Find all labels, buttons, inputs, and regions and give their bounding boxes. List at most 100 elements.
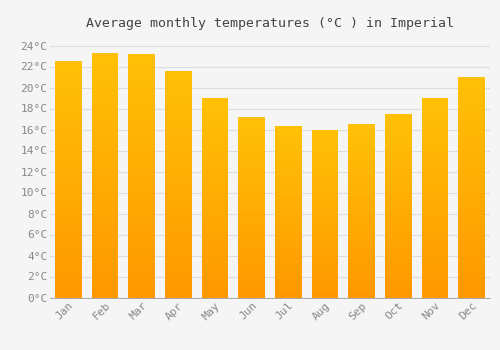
Bar — [275, 294, 301, 296]
Bar — [422, 134, 448, 136]
Bar — [385, 288, 411, 290]
Bar — [92, 112, 118, 114]
Bar — [55, 189, 82, 191]
Bar — [348, 218, 375, 219]
Bar — [165, 288, 192, 291]
Bar — [92, 295, 118, 298]
Bar — [202, 208, 228, 210]
Bar — [92, 177, 118, 180]
Bar — [312, 264, 338, 266]
Bar — [422, 178, 448, 180]
Bar — [128, 249, 155, 251]
Bar — [312, 244, 338, 245]
Bar — [385, 167, 411, 169]
Bar — [385, 196, 411, 198]
Bar — [312, 235, 338, 237]
Bar — [385, 182, 411, 183]
Bar — [165, 214, 192, 216]
Bar — [275, 296, 301, 298]
Bar — [275, 144, 301, 145]
Bar — [312, 202, 338, 203]
Bar — [458, 123, 485, 126]
Bar — [165, 82, 192, 84]
Bar — [422, 106, 448, 108]
Bar — [422, 252, 448, 254]
Bar — [422, 222, 448, 224]
Bar — [128, 132, 155, 134]
Bar — [312, 170, 338, 172]
Bar — [275, 268, 301, 270]
Bar — [92, 68, 118, 70]
Bar — [55, 165, 82, 168]
Bar — [275, 140, 301, 142]
Bar — [275, 181, 301, 183]
Bar — [202, 122, 228, 124]
Bar — [92, 190, 118, 192]
Bar — [312, 286, 338, 287]
Bar — [55, 158, 82, 160]
Bar — [422, 148, 448, 150]
Bar — [312, 182, 338, 183]
Bar — [92, 139, 118, 141]
Bar — [165, 261, 192, 264]
Bar — [348, 192, 375, 194]
Bar — [458, 267, 485, 269]
Bar — [385, 230, 411, 231]
Bar — [422, 258, 448, 260]
Bar — [385, 186, 411, 187]
Bar — [238, 285, 265, 287]
Bar — [312, 291, 338, 293]
Bar — [348, 180, 375, 181]
Bar — [238, 232, 265, 234]
Bar — [312, 140, 338, 141]
Bar — [128, 95, 155, 98]
Bar — [385, 125, 411, 127]
Bar — [128, 112, 155, 115]
Bar — [312, 153, 338, 155]
Bar — [165, 166, 192, 168]
Bar — [458, 247, 485, 249]
Bar — [202, 212, 228, 214]
Bar — [55, 255, 82, 257]
Bar — [92, 241, 118, 244]
Bar — [348, 169, 375, 171]
Bar — [348, 148, 375, 150]
Bar — [55, 243, 82, 246]
Bar — [128, 295, 155, 298]
Bar — [348, 162, 375, 164]
Bar — [165, 207, 192, 209]
Bar — [202, 124, 228, 126]
Bar — [55, 76, 82, 78]
Bar — [458, 117, 485, 119]
Bar — [55, 182, 82, 184]
Bar — [458, 82, 485, 84]
Bar — [238, 184, 265, 186]
Bar — [55, 257, 82, 260]
Bar — [275, 279, 301, 280]
Bar — [422, 240, 448, 242]
Bar — [312, 134, 338, 136]
Bar — [238, 276, 265, 278]
Bar — [385, 173, 411, 174]
Bar — [238, 139, 265, 140]
Bar — [422, 218, 448, 220]
Bar — [55, 137, 82, 139]
Bar — [128, 227, 155, 229]
Bar — [348, 290, 375, 292]
Bar — [312, 130, 338, 131]
Bar — [348, 221, 375, 223]
Bar — [55, 236, 82, 238]
Bar — [385, 163, 411, 165]
Bar — [165, 109, 192, 112]
Bar — [458, 181, 485, 183]
Bar — [238, 222, 265, 223]
Bar — [202, 106, 228, 108]
Bar — [92, 97, 118, 99]
Bar — [312, 167, 338, 168]
Bar — [55, 274, 82, 276]
Bar — [55, 71, 82, 73]
Bar — [385, 154, 411, 156]
Bar — [55, 108, 82, 111]
Bar — [422, 248, 448, 250]
Bar — [312, 192, 338, 193]
